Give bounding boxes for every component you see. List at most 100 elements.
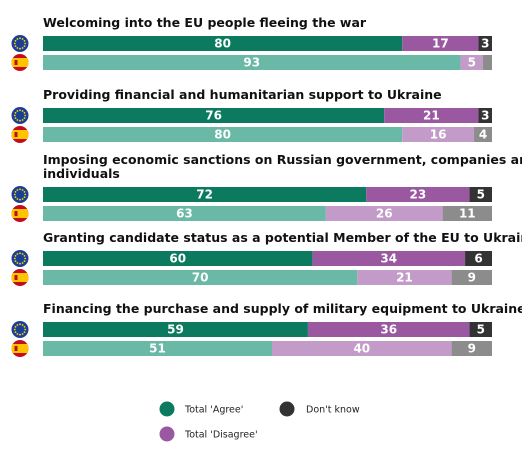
agree-bar (43, 108, 385, 123)
data-label: 72 (196, 188, 213, 202)
spain-flag-icon (11, 205, 29, 222)
eu-flag-star (23, 112, 26, 114)
eu-flag-star (16, 189, 19, 191)
data-label: 80 (214, 128, 231, 142)
agree-bar (43, 187, 367, 202)
eu-flag-star (24, 114, 27, 117)
data-label: 16 (430, 128, 447, 142)
spain-flag-stripes (11, 340, 29, 357)
data-label: 80 (214, 37, 231, 51)
eu-flag-icon (11, 186, 29, 203)
eu-flag-star (14, 117, 17, 119)
spain-flag-emblem (14, 346, 18, 351)
eu-flag-star (19, 252, 21, 255)
data-label: 70 (192, 271, 209, 285)
eu-flag-star (23, 326, 26, 328)
eu-flag-star (19, 119, 21, 122)
data-label: 11 (459, 207, 476, 221)
spain-flag-icon (11, 54, 29, 71)
eu-flag-star (24, 328, 27, 331)
spain-flag-yellow (11, 344, 29, 353)
data-label: 76 (205, 109, 222, 123)
dont-know-bar (442, 206, 492, 221)
spain-flag-icon (11, 269, 29, 286)
eu-flag-star (23, 260, 26, 262)
disagree-bar (271, 341, 452, 356)
spain-flag-emblem (14, 211, 18, 216)
spain-flag-stripes (11, 54, 29, 71)
eu-flag-star (16, 110, 19, 112)
disagree-bar (357, 270, 452, 285)
agree-bar (43, 251, 313, 266)
agree-bar (43, 341, 272, 356)
data-label: 5 (477, 188, 485, 202)
question-title: Providing financial and humanitarian sup… (43, 87, 442, 102)
question-title: individuals (43, 166, 120, 181)
data-label: 23 (410, 188, 427, 202)
eu-flag-star (13, 114, 16, 117)
eu-flag-star (14, 191, 17, 193)
data-label: 26 (376, 207, 393, 221)
eu-flag-star (13, 42, 16, 45)
data-label: 63 (176, 207, 193, 221)
eu-flag-star (14, 326, 17, 328)
disagree-bar (402, 127, 475, 142)
disagree-bar (402, 36, 479, 51)
legend-swatch (279, 401, 295, 417)
spain-flag-yellow (11, 209, 29, 218)
dont-know-bar (478, 108, 492, 123)
disagree-bar (325, 206, 443, 221)
eu-flag-star (23, 255, 26, 257)
disagree-bar (366, 187, 470, 202)
legend-swatch (159, 426, 175, 442)
eu-flag-star (19, 333, 21, 336)
agree-bar (43, 322, 308, 337)
legend-label: Don't know (306, 405, 360, 416)
eu-flag-star (23, 40, 26, 42)
legend-label: Total 'Agree' (184, 405, 243, 416)
eu-flag-star (21, 198, 24, 200)
agree-bar (43, 127, 403, 142)
agree-bar (43, 270, 358, 285)
eu-flag-star (21, 110, 24, 112)
dont-know-bar (469, 187, 492, 202)
data-label: 3 (481, 109, 489, 123)
eu-flag-star (23, 117, 26, 119)
eu-flag-star (24, 193, 27, 196)
eu-flag-icon (11, 321, 29, 338)
disagree-bar (312, 251, 466, 266)
eu-flag-star (21, 324, 24, 326)
eu-flag-star (14, 260, 17, 262)
eu-flag-star (19, 47, 21, 50)
eu-flag-star (14, 40, 17, 42)
data-label: 6 (474, 252, 482, 266)
eu-flag-disc (11, 107, 29, 124)
dont-know-bar (478, 36, 492, 51)
eu-flag-star (19, 323, 21, 326)
data-label: 21 (423, 109, 440, 123)
spain-flag-stripes (11, 205, 29, 222)
eu-flag-disc (11, 35, 29, 52)
disagree-bar (307, 322, 470, 337)
eu-flag-star (16, 253, 19, 255)
data-label: 51 (149, 342, 166, 356)
eu-flag-star (19, 188, 21, 191)
data-label: 3 (481, 37, 489, 51)
eu-flag-star (21, 262, 24, 264)
dont-know-bar (465, 251, 492, 266)
eu-flag-star (21, 189, 24, 191)
eu-flag-star (21, 47, 24, 49)
data-label: 21 (396, 271, 413, 285)
spain-flag-stripes (11, 269, 29, 286)
eu-flag-star (14, 255, 17, 257)
data-label: 17 (432, 37, 449, 51)
legend-label: Total 'Disagree' (184, 430, 258, 441)
data-label: 5 (468, 56, 476, 70)
eu-flag-disc (11, 186, 29, 203)
eu-flag-star (19, 262, 21, 265)
eu-flag-icon (11, 250, 29, 267)
data-label: 9 (468, 271, 476, 285)
eu-flag-disc (11, 321, 29, 338)
spain-flag-icon (11, 340, 29, 357)
